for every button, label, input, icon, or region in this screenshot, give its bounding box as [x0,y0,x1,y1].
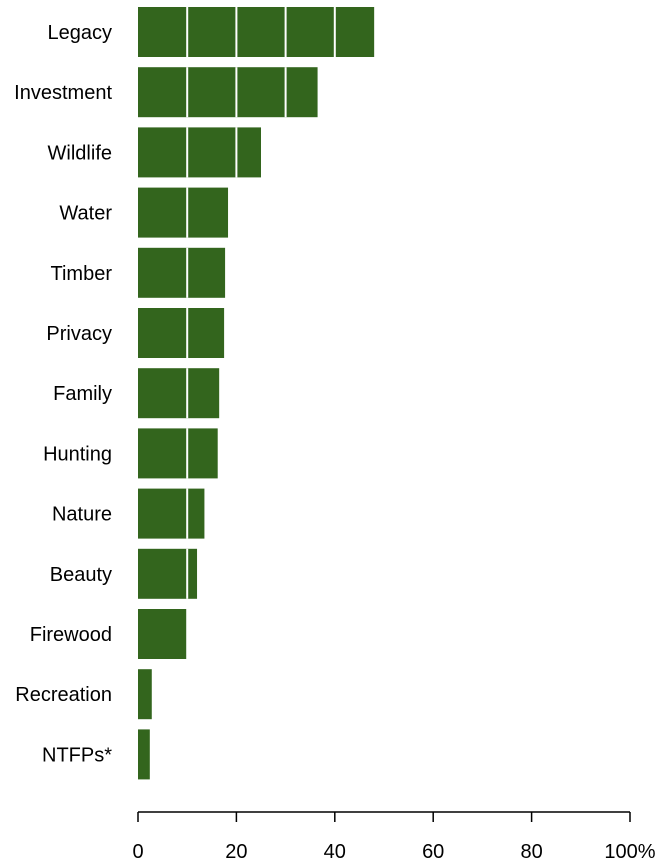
bar-nature [138,488,205,539]
bar-timber [138,247,226,298]
x-axis: 0 20 40 60 80 100% [132,811,656,862]
category-label: Timber [51,263,113,285]
category-label: Family [53,383,112,405]
category-label: Nature [52,504,112,526]
category-label: NTFPs* [42,744,112,766]
bar-privacy [138,308,225,358]
bar-hunting [138,428,218,479]
bar-gridlines [186,7,336,599]
x-tick-label: 40 [324,841,346,862]
x-tick-label: 0 [132,841,143,862]
bar-wildlife [138,127,261,178]
category-label: Legacy [48,22,113,44]
bar-recreation [138,669,152,720]
category-label: Beauty [50,564,112,586]
bar-legacy [138,7,375,57]
x-tick-label: 60 [422,841,444,862]
category-label: Firewood [30,624,112,646]
bar-firewood [138,609,187,659]
category-label: Water [59,203,112,225]
category-labels: Legacy Investment Wildlife Water Timber Priva… [14,22,112,766]
bar-ntfps [138,729,150,780]
bar-family [138,368,220,419]
category-label: Wildlife [48,142,112,164]
bar-water [138,187,229,238]
x-tick-label: 20 [225,841,247,862]
category-label: Investment [14,82,112,104]
category-label: Hunting [43,443,112,465]
category-label: Recreation [15,684,112,706]
x-tick-label: 80 [520,841,542,862]
x-tick-label: 100% [604,841,655,862]
category-label: Privacy [46,323,112,345]
bars-layer [138,7,375,780]
bar-investment [138,67,318,118]
